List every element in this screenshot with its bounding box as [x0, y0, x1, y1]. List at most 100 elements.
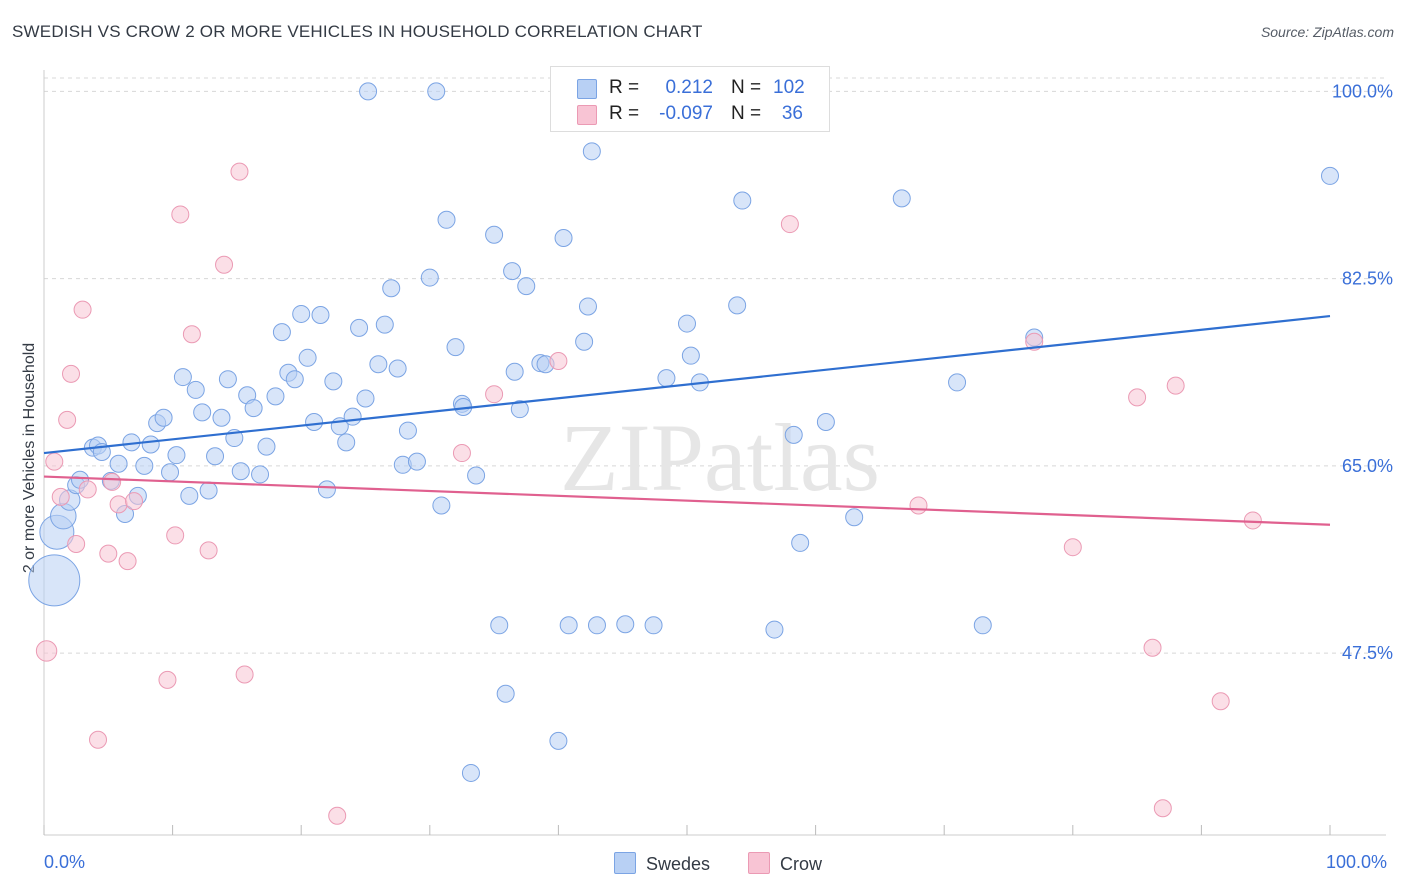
swedes-legend-swatch [614, 852, 636, 874]
swedes-point [305, 413, 324, 432]
crow-point [1153, 799, 1172, 818]
crow-point [182, 325, 201, 344]
swedes-point [180, 486, 199, 505]
crow-point [549, 352, 568, 371]
crow-point [99, 544, 118, 563]
crow-point [235, 665, 254, 684]
crow-legend-swatch [748, 852, 770, 874]
swedes-point [845, 508, 864, 527]
swedes-point [266, 387, 285, 406]
swedes-point [1321, 166, 1339, 185]
swedes-point [231, 462, 250, 481]
swedes-swatch [577, 79, 597, 99]
crow-point [103, 472, 122, 491]
swedes-point [554, 228, 573, 247]
legend-r-value: 0.212 [665, 77, 713, 98]
legend-r-value: -0.097 [659, 103, 713, 124]
crow-point [171, 205, 190, 224]
swedes-point [446, 338, 465, 357]
crow-point [452, 444, 471, 463]
swedes-point [317, 480, 336, 499]
crow-point [166, 526, 185, 545]
swedes-point [582, 142, 601, 161]
swedes-legend-label: Swedes [646, 854, 711, 874]
y-tick-label: 82.5% [1342, 269, 1393, 289]
swedes-point [427, 82, 446, 101]
legend-row-swedes: R = 0.212 N = 102 [551, 75, 829, 103]
crow-point [1243, 511, 1262, 530]
swedes-point [973, 616, 992, 635]
chart-title: SWEDISH VS CROW 2 OR MORE VEHICLES IN HO… [12, 22, 703, 41]
swedes-point [251, 465, 270, 484]
bottom-legend-swedes: Swedes [614, 852, 710, 875]
swedes-point [559, 616, 578, 635]
swedes-point [173, 368, 192, 387]
swedes-point [437, 210, 456, 229]
swedes-point [375, 315, 394, 334]
crow-point [35, 640, 58, 662]
crow-point [485, 385, 504, 404]
swedes-point [490, 616, 509, 635]
swedes-point [657, 369, 676, 388]
swedes-point [298, 348, 317, 367]
swedes-point [728, 296, 747, 315]
crow-point [51, 487, 70, 506]
crow-point [1025, 332, 1044, 351]
swedes-point [167, 446, 186, 465]
crow-point [125, 492, 144, 511]
swedes-point [578, 297, 597, 316]
legend-r-label: R = [609, 77, 640, 98]
crow-point [109, 495, 128, 514]
source-label: Source: ZipAtlas.com [1260, 24, 1394, 40]
crow-point [1128, 388, 1147, 407]
y-tick-labels: 47.5% 65.0% 82.5% 100.0% [1332, 81, 1393, 663]
swedes-point [356, 389, 375, 408]
swedes-point [28, 554, 81, 607]
crow-point [45, 452, 64, 471]
crow-point [62, 364, 81, 383]
swedes-point [212, 408, 231, 427]
crow-trend-line [43, 475, 1331, 526]
crow-point [78, 480, 97, 499]
swedes-point [816, 413, 835, 432]
crow-point [1166, 376, 1185, 395]
bottom-legend-crow: Crow [748, 852, 822, 875]
crow-point [215, 255, 234, 274]
legend-n-value: 36 [781, 103, 803, 124]
swedes-point [503, 262, 522, 281]
trend-lines [43, 314, 1331, 526]
swedes-point [382, 279, 401, 298]
legend-n-value: 102 [773, 77, 805, 98]
crow-point [58, 410, 77, 429]
crow-point [118, 552, 137, 571]
swedes-point [765, 620, 784, 639]
swedes-point [388, 359, 407, 378]
swedes-point [337, 433, 356, 452]
swedes-point [350, 318, 369, 337]
y-tick-label: 47.5% [1342, 643, 1393, 663]
swedes-point [420, 268, 439, 287]
legend-n-label: N = [731, 77, 762, 98]
swedes-point [549, 731, 568, 750]
correlation-legend: R = 0.212 N = 102 R = -0.097 N = 36 [550, 66, 830, 132]
crow-point [67, 534, 86, 553]
legend-r-label: R = [609, 103, 640, 124]
swedes-point [496, 684, 515, 703]
swedes-point [135, 456, 154, 475]
swedes-point [461, 763, 480, 782]
swedes-point [141, 435, 160, 454]
swedes-trend-line [43, 314, 1331, 455]
crow-point [89, 730, 108, 749]
swedes-point [218, 370, 237, 389]
crow-point [909, 496, 928, 515]
swedes-point [681, 346, 700, 365]
swedes-point [285, 370, 304, 389]
legend-n-label: N = [731, 103, 762, 124]
swedes-point [369, 355, 388, 374]
swedes-point [892, 189, 911, 208]
x-tick-label-min: 0.0% [44, 852, 86, 872]
crow-point [158, 670, 177, 689]
crow-point [1063, 538, 1082, 557]
crow-point [1211, 692, 1230, 711]
swedes-point [292, 304, 311, 323]
